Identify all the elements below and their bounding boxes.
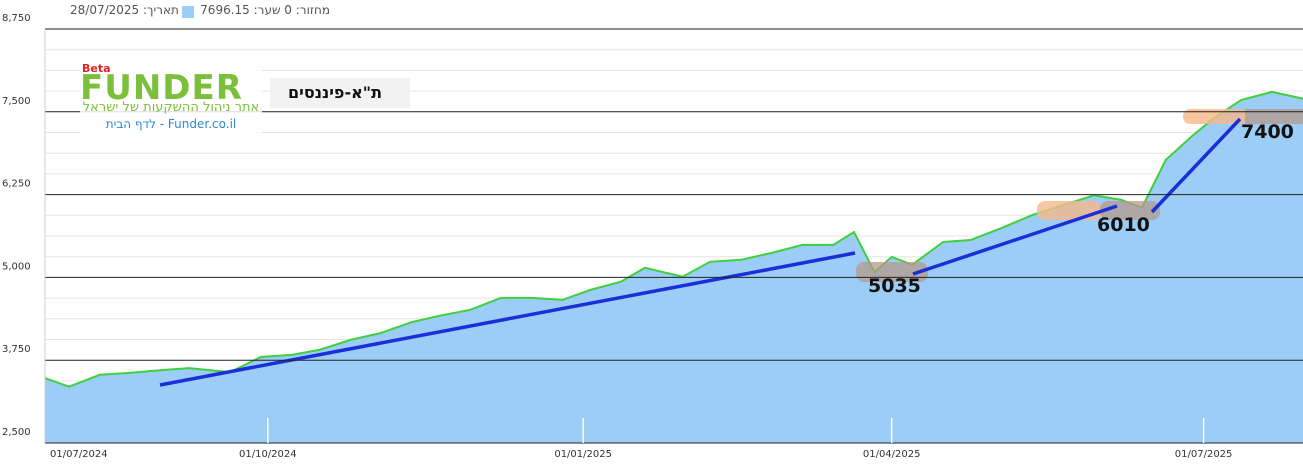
logo-brand: FUNDER [80, 68, 243, 108]
logo-beta: Beta [82, 62, 111, 75]
logo: Beta FUNDER אתר ניהול ההשקעות של ישראל F… [80, 62, 262, 134]
highlight [1245, 109, 1303, 124]
highlight [1037, 201, 1102, 220]
x-tick-label: 01/07/2024 [50, 449, 108, 460]
y-tick-label: 6,250 [2, 179, 31, 190]
volume-label: מחזור: [295, 3, 330, 17]
area [45, 91, 1303, 444]
legend-swatch [182, 6, 194, 18]
x-tick-label: 01/04/2025 [863, 449, 921, 460]
volume: 0 [284, 3, 292, 17]
trend-line [912, 204, 1118, 276]
price: 7696.15 [200, 3, 250, 17]
y-tick-label: 5,000 [2, 261, 31, 272]
x-tick-label: 01/10/2024 [239, 449, 297, 460]
y-tick-label: 3,750 [2, 344, 31, 355]
trend-line [1150, 117, 1242, 214]
date-info: תאריך: 28/07/2025 [70, 3, 179, 17]
line [44, 90, 1303, 388]
annotation: 6010 [1097, 214, 1150, 236]
trend-line [159, 251, 856, 387]
logo-link[interactable]: Funder.co.il - לדף הבית [105, 117, 237, 131]
logo-tagline: אתר ניהול ההשקעות של ישראל [82, 100, 260, 115]
y-tick-label: 2,500 [2, 427, 31, 438]
date: 28/07/2025 [70, 3, 140, 17]
price-label: שער: [253, 3, 281, 17]
y-tick-label: 7,500 [2, 96, 31, 107]
annotation: 7400 [1241, 121, 1294, 143]
trend-lines [159, 117, 1242, 387]
y-tick-label: 8,750 [2, 13, 31, 24]
highlight [1183, 109, 1247, 124]
x-tick-label: 01/07/2025 [1175, 449, 1233, 460]
annotation: 5035 [868, 275, 921, 297]
quote-info: מחזור: 0 שער: 7696.15 [200, 3, 330, 17]
plot [44, 90, 1303, 444]
date-label: תאריך: [143, 3, 179, 17]
x-tick-label: 01/01/2025 [554, 449, 612, 460]
chart-title: ת"א-פיננסים [270, 78, 410, 108]
